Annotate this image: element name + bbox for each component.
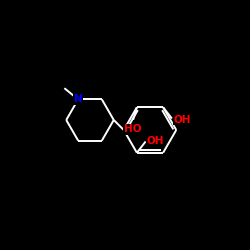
- Text: OH: OH: [146, 136, 164, 146]
- Text: HO: HO: [124, 124, 142, 134]
- Text: OH: OH: [174, 114, 191, 124]
- Text: N: N: [74, 94, 82, 104]
